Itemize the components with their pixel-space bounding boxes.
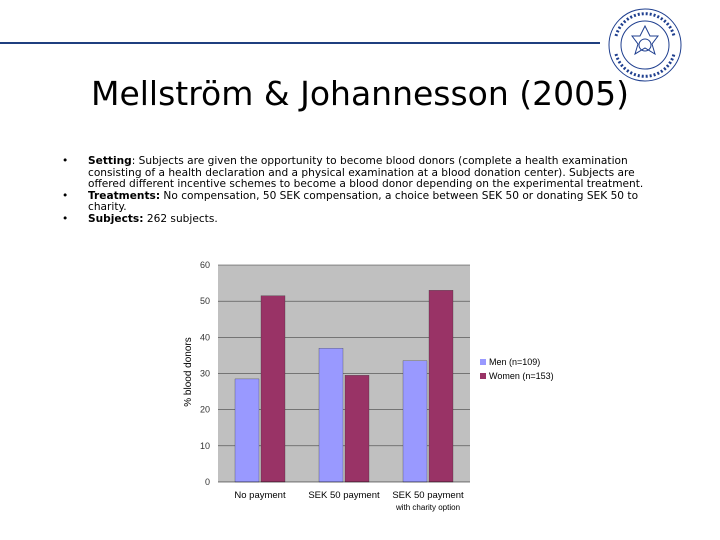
bullet-subjects: • Subjects: 262 subjects.	[62, 212, 652, 226]
header-rule	[0, 42, 600, 44]
y-tick-label: 60	[200, 260, 210, 270]
bar	[260, 295, 286, 483]
bar	[402, 360, 428, 483]
legend-label: Women (n=153)	[489, 371, 554, 381]
y-tick-label: 30	[200, 369, 210, 379]
bullet-label: Subjects:	[88, 212, 144, 225]
x-tick-sublabel: with charity option	[395, 503, 460, 512]
legend-swatch	[480, 373, 486, 379]
y-tick-label: 0	[205, 477, 210, 487]
y-tick-label: 40	[200, 332, 210, 342]
slide-title: Mellström & Johannesson (2005)	[90, 74, 630, 113]
school-seal-logo	[608, 8, 682, 82]
bullet-label: Setting	[88, 155, 132, 167]
bullet-marker: •	[62, 189, 69, 202]
bullet-setting: • Setting: Subjects are given the opport…	[62, 155, 652, 191]
y-tick-label: 20	[200, 405, 210, 415]
x-tick-label: SEK 50 payment	[392, 490, 464, 501]
y-axis-label: % blood donors	[183, 337, 194, 407]
bar	[428, 290, 454, 483]
bullet-marker: •	[62, 212, 69, 225]
x-tick-label: No payment	[234, 490, 286, 501]
x-tick-label: SEK 50 payment	[308, 490, 380, 501]
bullet-list: • Setting: Subjects are given the opport…	[62, 155, 652, 226]
bullet-marker: •	[62, 155, 69, 167]
bullet-text: 262 subjects.	[143, 212, 218, 225]
y-tick-label: 10	[200, 441, 210, 451]
bullet-label: Treatments:	[88, 189, 161, 202]
bullet-text: : Subjects are given the opportunity to …	[88, 155, 644, 190]
bar	[318, 348, 344, 483]
bar	[344, 375, 370, 483]
legend-label: Men (n=109)	[489, 357, 540, 367]
bar	[234, 378, 260, 483]
y-tick-label: 50	[200, 296, 210, 306]
bullet-treatments: • Treatments: No compensation, 50 SEK co…	[62, 189, 652, 214]
bullet-text: No compensation, 50 SEK compensation, a …	[88, 189, 639, 213]
legend-swatch	[480, 359, 486, 365]
